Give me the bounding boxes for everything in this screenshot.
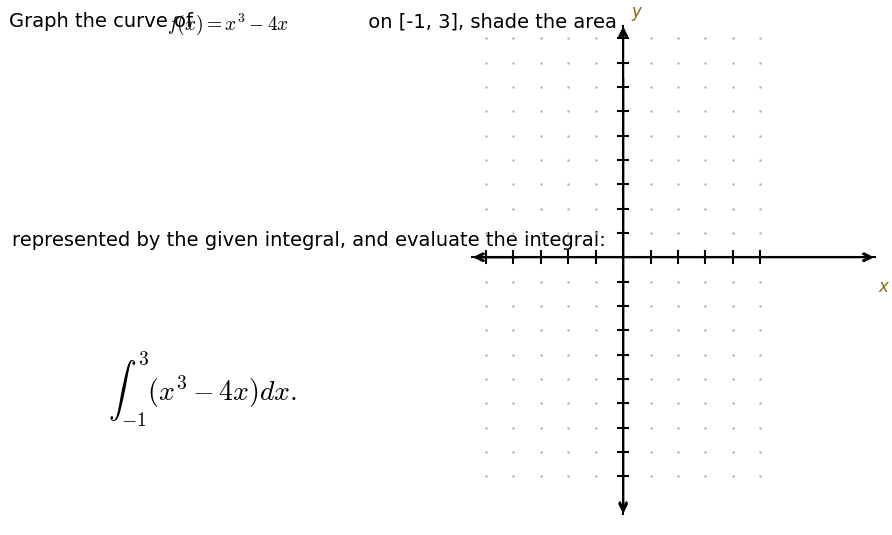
Text: Graph the curve of: Graph the curve of — [9, 12, 200, 31]
Text: $\int_{-1}^{3}(x^3 - 4x)dx.$: $\int_{-1}^{3}(x^3 - 4x)dx.$ — [108, 349, 297, 428]
Text: y: y — [632, 3, 641, 21]
Text: $f(x) = x^3 - 4x$: $f(x) = x^3 - 4x$ — [167, 12, 289, 37]
Text: x: x — [879, 278, 888, 296]
Text: on [-1, 3], shade the area: on [-1, 3], shade the area — [362, 12, 616, 31]
Text: represented by the given integral, and evaluate the integral:: represented by the given integral, and e… — [12, 231, 606, 250]
